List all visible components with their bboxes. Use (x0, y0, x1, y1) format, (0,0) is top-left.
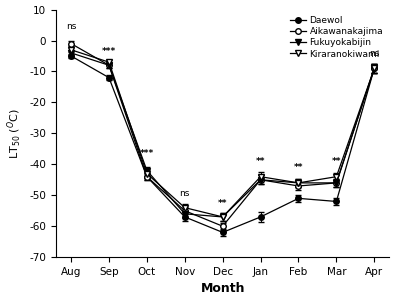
Text: **: ** (332, 157, 341, 166)
Text: **: ** (218, 199, 228, 208)
Text: ***: *** (140, 149, 154, 158)
Text: ns: ns (369, 48, 380, 57)
Legend: Daewol, Aikawanakajima, Fukuyokabijin, Kiraranokiwami: Daewol, Aikawanakajima, Fukuyokabijin, K… (288, 14, 385, 61)
Y-axis label: LT$_{50}$ ($^{O}$C): LT$_{50}$ ($^{O}$C) (6, 108, 24, 159)
Text: ns: ns (66, 22, 76, 31)
Text: **: ** (294, 163, 303, 172)
Text: ns: ns (180, 189, 190, 198)
Text: **: ** (256, 157, 265, 166)
Text: ***: *** (102, 47, 116, 56)
X-axis label: Month: Month (200, 282, 245, 296)
